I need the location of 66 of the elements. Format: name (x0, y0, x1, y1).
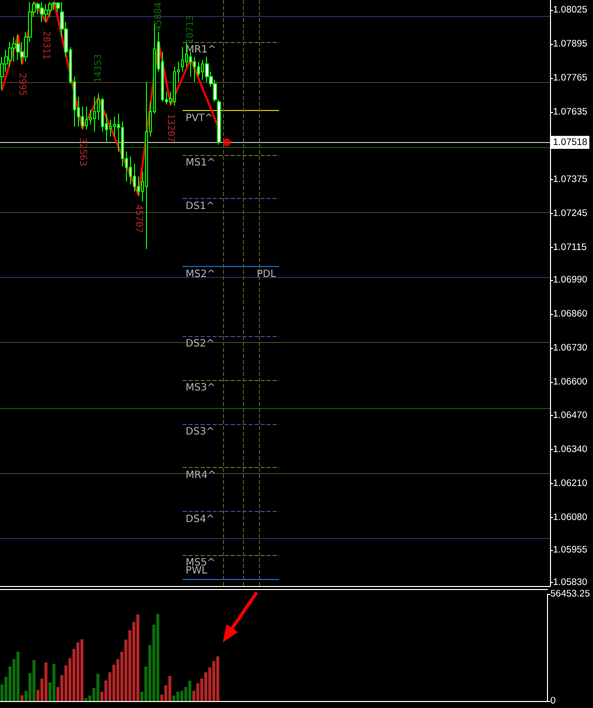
bar (52, 664, 56, 701)
bar (20, 695, 24, 701)
candlestick (40, 2, 44, 22)
candlestick (8, 41, 12, 68)
bar (188, 680, 192, 701)
candlestick (16, 34, 20, 60)
candlestick (145, 81, 148, 250)
y-tick-label: 1.06080 (553, 512, 588, 523)
bar (216, 656, 220, 701)
annotation: 45707 (133, 204, 144, 233)
candlestick (85, 106, 88, 130)
y-tick-label: 1.06470 (553, 410, 588, 422)
y-tick-label: 1.06990 (553, 274, 588, 286)
y-tick-label: 56453.25 (550, 588, 590, 600)
ref-line-label: PVT^ (186, 113, 214, 124)
y-tick-label: 0 (550, 696, 556, 706)
annotation: 13207 (165, 114, 176, 142)
y-tick-label: 1.05955 (553, 544, 588, 556)
annotation: 20311 (40, 30, 52, 60)
y-tick-label: 1.06210 (553, 478, 588, 490)
bar (156, 614, 160, 701)
bar (16, 652, 20, 701)
candlestick (93, 96, 96, 132)
ref-line-label: MS1^ (186, 157, 216, 168)
ref-line-label: MR4^ (186, 470, 216, 482)
ref-line-label: 1.07518 (553, 136, 588, 148)
ref-line-label: DS4^ (186, 514, 214, 525)
y-tick-label: 1.06730 (553, 342, 588, 354)
bar (80, 639, 84, 701)
annotation: 14353 (92, 54, 104, 83)
bar (180, 690, 184, 701)
annotation: 2995 (16, 72, 28, 96)
annotation: 32563 (76, 138, 88, 166)
annotation: 45884 (153, 2, 164, 31)
bar (32, 660, 36, 701)
bar (168, 676, 172, 701)
y-tick-label: 1.05830 (553, 577, 588, 588)
y-tick-label: 1.07115 (553, 242, 587, 253)
candlestick (181, 46, 184, 72)
y-tick-label: 1.07635 (553, 106, 588, 118)
bar (44, 662, 48, 701)
bar (172, 696, 176, 701)
bar (96, 674, 100, 701)
candlestick (44, 4, 48, 22)
bar (136, 614, 140, 701)
y-tick-label: 1.06600 (553, 376, 588, 388)
ref-line-label: MS2^ (186, 268, 216, 280)
ref-line-label: DS3^ (186, 426, 214, 438)
ref-line-label: MS3^ (186, 382, 216, 394)
y-tick-label: 1.06860 (553, 308, 588, 320)
ref-line-label: PDL (256, 268, 276, 280)
y-tick-label: 1.07895 (553, 38, 588, 50)
candlestick (173, 66, 176, 106)
y-tick-label: 1.07245 (553, 208, 588, 220)
bar (84, 698, 88, 701)
y-tick-label: 1.07765 (553, 72, 588, 84)
bar (176, 692, 180, 701)
y-tick-label: 1.06340 (553, 444, 588, 456)
ref-line-label: DS1^ (186, 201, 214, 212)
ref-line-label: DS2^ (186, 338, 214, 350)
line-series (1, 1, 220, 196)
annotation: 10713 (185, 15, 196, 44)
bar (76, 642, 80, 701)
candlestick (193, 56, 196, 82)
y-tick-label: 1.08025 (553, 4, 588, 16)
y-tick-label: 1.07375 (553, 174, 588, 186)
